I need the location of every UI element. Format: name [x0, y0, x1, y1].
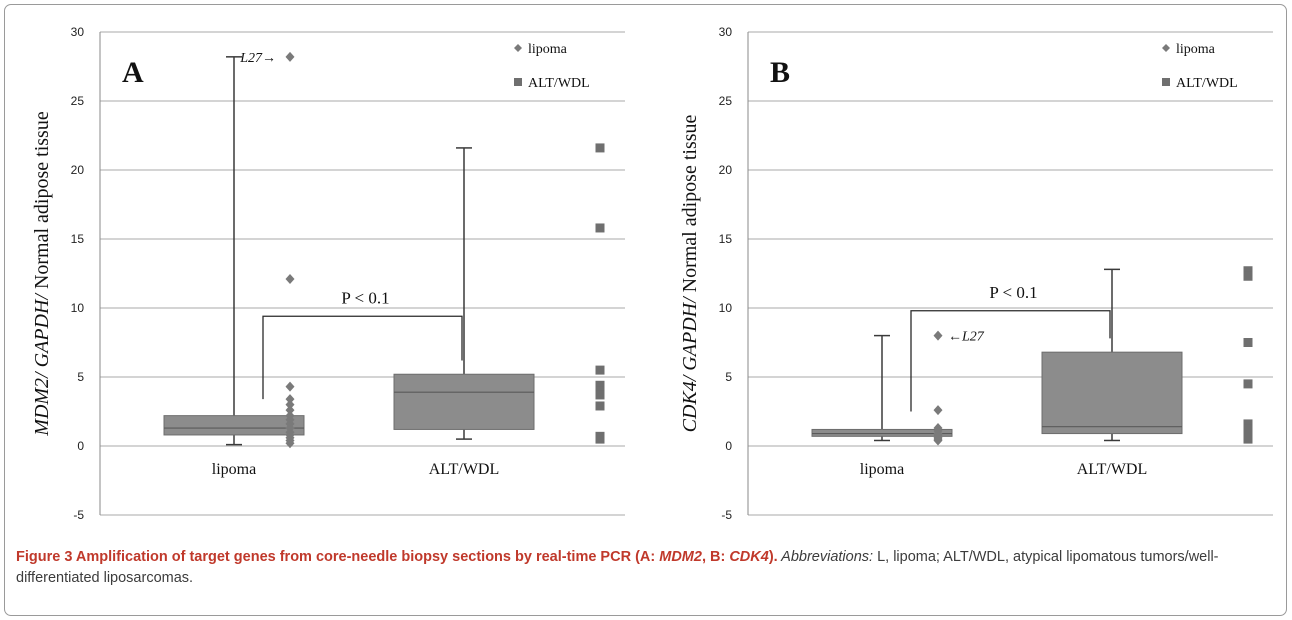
legend-label-alt-wdl: ALT/WDL — [1176, 76, 1238, 91]
box-lipoma — [811, 428, 953, 437]
legend-marker-lipoma — [1162, 44, 1170, 52]
x-category-label: lipoma — [860, 461, 904, 478]
legend-label-lipoma: lipoma — [528, 42, 568, 57]
chart-panel-a: -5 0 5 10 15 20 25 30 MDM2/ GAPDH/ Normal adipos… — [31, 25, 625, 522]
y-tick-label: 25 — [719, 94, 733, 108]
data-point-square — [595, 223, 605, 233]
y-tick-label: 0 — [77, 439, 84, 453]
data-point-diamond — [285, 274, 295, 285]
y-axis-label-gene1: CDK4/ — [679, 373, 701, 432]
caption-abbrev-text: L, lipoma; ALT/WDL, atypical lipomatous … — [16, 549, 1219, 586]
figure-frame — [4, 4, 1287, 616]
legend-marker-alt-wdl — [514, 78, 522, 86]
box-lipoma — [163, 415, 305, 436]
y-tick-label: 20 — [719, 163, 733, 177]
y-tick-label: 0 — [725, 439, 732, 453]
x-category-label: ALT/WDL — [429, 461, 500, 478]
data-point-square — [595, 143, 605, 153]
data-point-diamond — [285, 405, 295, 416]
chart-panel-b: -5 0 5 10 15 20 25 30 CDK4/ GAPDH/ Normal adipos… — [679, 25, 1273, 522]
y-axis-label: MDM2/ GAPDH/ Normal adipose tissue — [31, 111, 53, 437]
data-point-square — [1243, 379, 1253, 389]
legend-label-lipoma: lipoma — [1176, 42, 1216, 57]
legend-marker-lipoma — [514, 44, 522, 52]
y-tick-label: 30 — [71, 25, 85, 39]
significance-label: P < 0.1 — [989, 283, 1037, 302]
figure-caption: Figure 3 Amplification of target genes f… — [16, 547, 1278, 589]
y-axis-label-gene2: GAPDH/ — [679, 295, 701, 376]
data-point-diamond — [933, 435, 943, 446]
y-tick-label: 15 — [71, 232, 85, 246]
x-category-label: lipoma — [212, 461, 256, 478]
data-point-square — [1243, 419, 1253, 429]
y-tick-label: 25 — [71, 94, 85, 108]
caption-gene-b: CDK4 — [729, 549, 769, 565]
caption-abbrev-label: Abbreviations: — [777, 549, 874, 565]
caption-title-mid: , B: — [701, 549, 730, 565]
y-tick-label: 30 — [719, 25, 733, 39]
significance-bracket — [262, 315, 463, 400]
data-point-square — [1243, 424, 1253, 434]
data-point-square — [595, 365, 605, 375]
y-tick-label: 15 — [719, 232, 733, 246]
y-axis-label-rest: Normal adipose tissue — [31, 111, 53, 294]
data-point-diamond — [285, 438, 295, 449]
caption-title-post: ). — [768, 549, 778, 565]
data-point-square — [1243, 434, 1253, 444]
y-axis-label-gene2: GAPDH/ — [31, 292, 53, 373]
data-point-square — [595, 390, 605, 400]
y-axis-label-gene1: MDM2/ — [31, 370, 53, 437]
panel-letter: B — [770, 56, 790, 89]
significance-label: P < 0.1 — [341, 288, 389, 307]
y-tick-label: 5 — [725, 370, 732, 384]
annotation-l27: L27→ — [239, 51, 276, 66]
box-alt-wdl — [393, 373, 535, 430]
x-category-label: ALT/WDL — [1077, 461, 1148, 478]
data-point-square — [595, 434, 605, 444]
legend-marker-alt-wdl — [1162, 78, 1170, 86]
data-point-square — [1243, 338, 1253, 347]
data-point-square — [1243, 266, 1253, 276]
data-point-square — [1243, 271, 1253, 281]
data-point-diamond — [285, 394, 295, 405]
y-tick-label: 10 — [719, 301, 733, 315]
caption-gene-a: MDM2 — [659, 549, 702, 565]
data-point-diamond — [285, 51, 295, 62]
y-tick-label: 20 — [71, 163, 85, 177]
annotation-l27: ←L27 — [948, 330, 985, 345]
significance-bracket — [910, 310, 1111, 412]
caption-title: Figure 3 Amplification of target genes f… — [16, 549, 778, 565]
caption-figure-label: Figure 3 — [16, 549, 73, 565]
data-point-diamond — [285, 399, 295, 410]
data-point-square — [595, 401, 605, 411]
box-alt-wdl — [1041, 351, 1183, 435]
legend-label-alt-wdl: ALT/WDL — [528, 76, 590, 91]
data-point-diamond — [933, 330, 943, 341]
data-point-diamond — [285, 381, 295, 392]
y-tick-label: -5 — [721, 508, 732, 522]
panel-letter: A — [122, 56, 144, 89]
y-tick-label: -5 — [73, 508, 84, 522]
data-point-square — [595, 380, 605, 390]
data-point-diamond — [933, 405, 943, 416]
caption-title-pre: Amplification of target genes from core-… — [72, 549, 660, 565]
y-tick-label: 10 — [71, 301, 85, 315]
y-axis-label-rest: Normal adipose tissue — [679, 115, 701, 298]
y-axis-label: CDK4/ GAPDH/ Normal adipose tissue — [679, 115, 701, 433]
y-tick-label: 5 — [77, 370, 84, 384]
